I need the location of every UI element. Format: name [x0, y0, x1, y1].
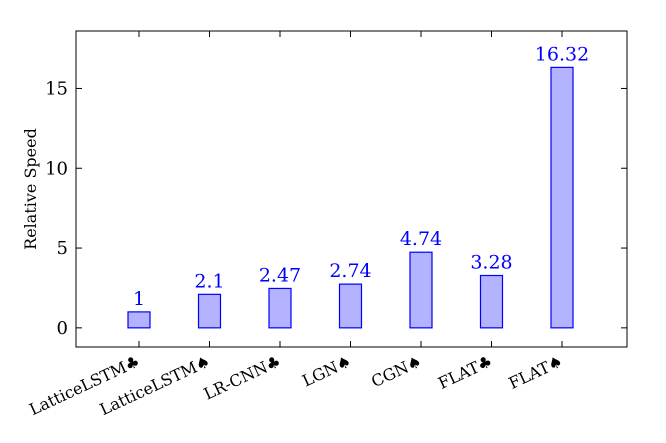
- y-tick-label: 5: [57, 238, 68, 259]
- y-tick-label: 0: [57, 318, 68, 339]
- y-axis: 0 5 10 15: [45, 78, 627, 339]
- data-label: 2.47: [259, 264, 301, 286]
- bar: [127, 311, 151, 329]
- x-tick-label: FLAT♣: [435, 351, 495, 392]
- x-axis: LatticeLSTM♣LatticeLSTM♠LR-CNN♣ LGN♠ CGN♠ F…: [26, 31, 566, 419]
- x-tick-label: CGN♠: [368, 351, 424, 391]
- data-label: 3.28: [470, 252, 512, 274]
- bars: [127, 66, 574, 329]
- y-tick-label: 15: [45, 78, 68, 99]
- bar: [479, 274, 504, 329]
- bar: [197, 293, 222, 329]
- y-tick-label: 10: [45, 158, 68, 179]
- data-label: 2.1: [194, 270, 224, 292]
- data-label: 16.32: [535, 43, 589, 65]
- x-tick-label: FLAT♠: [506, 351, 566, 392]
- x-tick-label: LGN♠: [299, 351, 354, 390]
- bar: [268, 287, 292, 329]
- bar: [409, 251, 433, 329]
- x-tick-label: LR-CNN♣: [201, 351, 284, 403]
- plot-frame: [75, 30, 628, 348]
- data-label: 1: [133, 288, 145, 310]
- data-labels: 1 2.1 2.47 2.74 4.74 3.28 16.32: [133, 43, 589, 310]
- bar: [338, 283, 363, 329]
- data-label: 2.74: [329, 260, 371, 282]
- y-axis-title: Relative Speed: [21, 128, 40, 250]
- bar: [550, 66, 574, 329]
- data-label: 4.74: [400, 228, 442, 250]
